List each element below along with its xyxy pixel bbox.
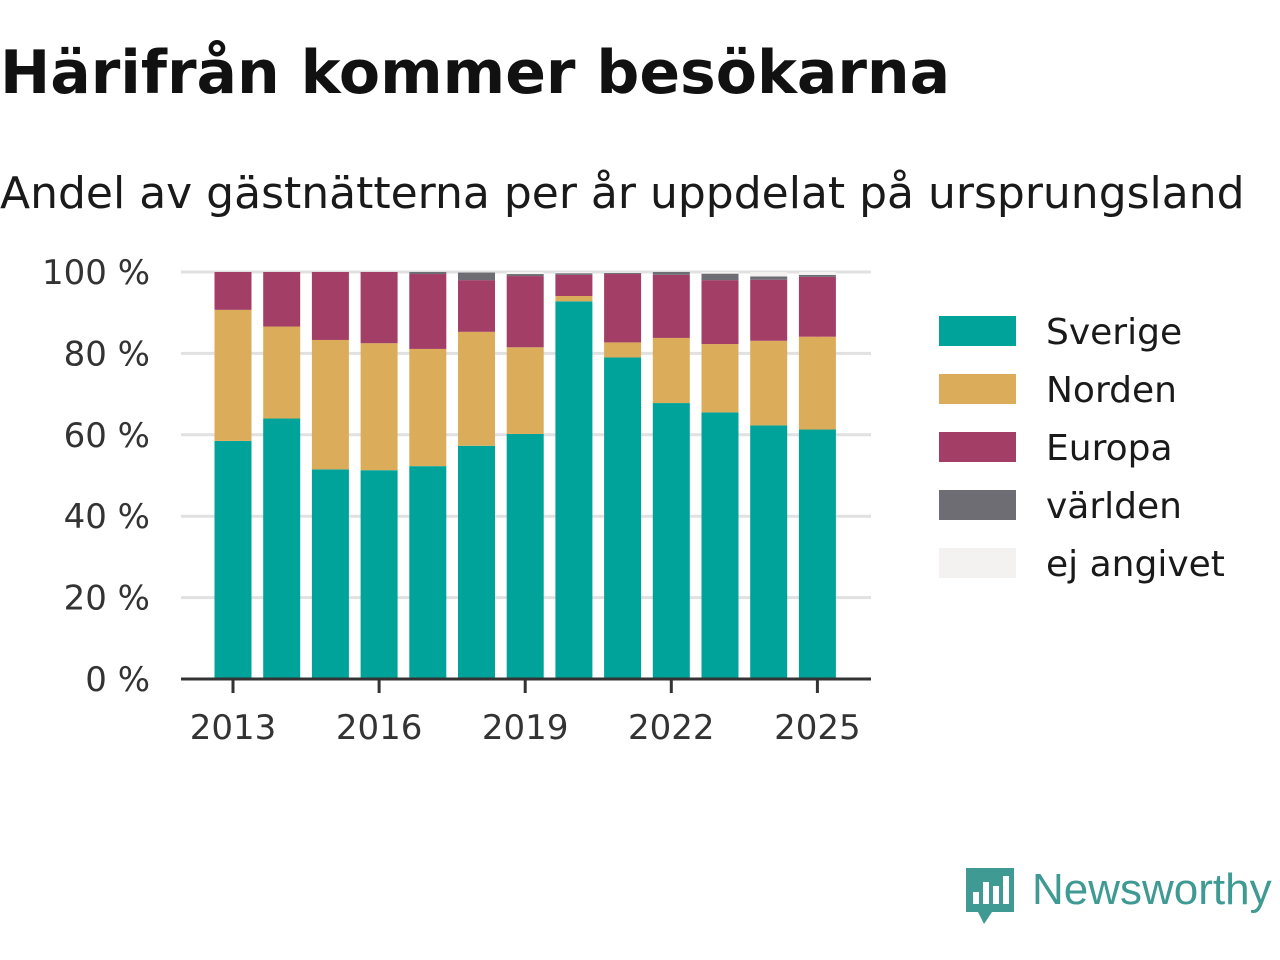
bar-segment-ej-angivet bbox=[604, 272, 642, 273]
bar-segment-Sverige bbox=[798, 429, 836, 679]
bar-segment-Sverige bbox=[458, 445, 495, 679]
bar-segment-Norden bbox=[555, 296, 593, 302]
bar-segment-Europa bbox=[360, 272, 398, 344]
bar-segment-ej-angivet bbox=[506, 272, 544, 275]
bar-segment-världen bbox=[652, 272, 690, 275]
legend: Sverige Norden Europa världen ej angivet bbox=[939, 312, 1225, 585]
bar-segment-Norden bbox=[798, 336, 836, 430]
legend-swatch bbox=[939, 316, 1016, 346]
x-tick-label: 2022 bbox=[628, 708, 715, 748]
legend-swatch bbox=[939, 374, 1016, 404]
legend-label: ej angivet bbox=[1046, 544, 1225, 585]
bar-segment-Sverige bbox=[604, 357, 642, 679]
y-tick-label: 40 % bbox=[64, 497, 150, 537]
legend-label: Sverige bbox=[1046, 312, 1182, 353]
bar-segment-Sverige bbox=[360, 470, 398, 679]
x-tick-label: 2016 bbox=[336, 708, 423, 748]
bar-segment-Norden bbox=[360, 343, 398, 471]
legend-label: världen bbox=[1046, 486, 1182, 527]
bar-segment-Sverige bbox=[555, 301, 593, 679]
y-tick-label: 60 % bbox=[64, 416, 150, 456]
bar-segment-Europa bbox=[701, 280, 739, 345]
bar-segment-Sverige bbox=[750, 425, 788, 679]
legend-swatch bbox=[939, 432, 1016, 462]
bar-segment-världen bbox=[506, 274, 544, 277]
y-tick-label: 0 % bbox=[85, 660, 150, 700]
bar-segment-världen bbox=[555, 273, 593, 275]
bar-segment-världen bbox=[458, 272, 495, 281]
bar-segment-Sverige bbox=[214, 440, 252, 679]
bar-segment-Europa bbox=[506, 276, 544, 348]
bar-segment-Sverige bbox=[506, 433, 544, 679]
newsworthy-logo-icon bbox=[966, 868, 1014, 924]
bar-segment-Europa bbox=[458, 280, 495, 332]
bar-segment-Norden bbox=[263, 326, 301, 419]
bar-segment-Sverige bbox=[652, 403, 690, 679]
legend-label: Europa bbox=[1046, 428, 1173, 469]
bar-stacks bbox=[214, 272, 836, 679]
bar-segment-Europa bbox=[214, 272, 252, 310]
bar-segment-världen bbox=[409, 272, 447, 275]
bar-segment-ej-angivet bbox=[555, 272, 593, 274]
bar-segment-ej-angivet bbox=[750, 272, 788, 277]
x-tick-label: 2025 bbox=[774, 708, 861, 748]
bar-segment-ej-angivet bbox=[701, 272, 739, 274]
bar-segment-Norden bbox=[214, 309, 252, 441]
bar-segment-Sverige bbox=[263, 418, 301, 679]
chart-title: Härifrån kommer besökarna bbox=[0, 38, 951, 108]
bar-segment-Europa bbox=[409, 274, 447, 349]
y-tick-label: 100 % bbox=[42, 253, 150, 293]
bar-segment-Europa bbox=[652, 274, 690, 338]
bar-segment-Norden bbox=[409, 348, 447, 467]
bar-segment-Europa bbox=[798, 276, 836, 337]
bar-segment-Norden bbox=[652, 337, 690, 404]
x-tick-label: 2013 bbox=[190, 708, 277, 748]
axes: 0 % 20 % 40 % 60 % 80 % 100 % 2013 2016 2019 2022… bbox=[42, 253, 871, 748]
bar-segment-Europa bbox=[263, 272, 301, 327]
bar-segment-Europa bbox=[311, 272, 349, 340]
bar-segment-Norden bbox=[458, 331, 495, 446]
bar-segment-världen bbox=[701, 273, 739, 281]
legend-label: Norden bbox=[1046, 370, 1177, 411]
bar-segment-världen bbox=[750, 276, 788, 280]
brand-logo: Newsworthy bbox=[966, 865, 1272, 924]
bar-segment-Sverige bbox=[311, 469, 349, 679]
bar-segment-världen bbox=[798, 274, 836, 277]
bar-segment-Norden bbox=[701, 344, 739, 413]
legend-swatch bbox=[939, 490, 1016, 520]
y-tick-label: 80 % bbox=[64, 334, 150, 374]
bar-segment-Norden bbox=[506, 347, 544, 434]
bar-segment-Norden bbox=[311, 339, 349, 470]
bar-segment-Sverige bbox=[409, 466, 447, 679]
chart-subtitle: Andel av gästnätterna per år uppdelat på… bbox=[0, 168, 1245, 219]
bar-segment-Europa bbox=[750, 279, 788, 341]
brand-name: Newsworthy bbox=[1032, 865, 1272, 914]
bar-segment-världen bbox=[604, 272, 642, 275]
bar-segment-Norden bbox=[750, 340, 788, 426]
legend-swatch bbox=[939, 548, 1016, 578]
bar-segment-Sverige bbox=[701, 412, 739, 679]
bar-segment-Norden bbox=[604, 342, 642, 358]
y-tick-label: 20 % bbox=[64, 579, 150, 619]
x-tick-label: 2019 bbox=[482, 708, 569, 748]
bar-segment-ej-angivet bbox=[798, 272, 836, 275]
bar-segment-Europa bbox=[604, 274, 642, 343]
bar-segment-Europa bbox=[555, 274, 593, 297]
